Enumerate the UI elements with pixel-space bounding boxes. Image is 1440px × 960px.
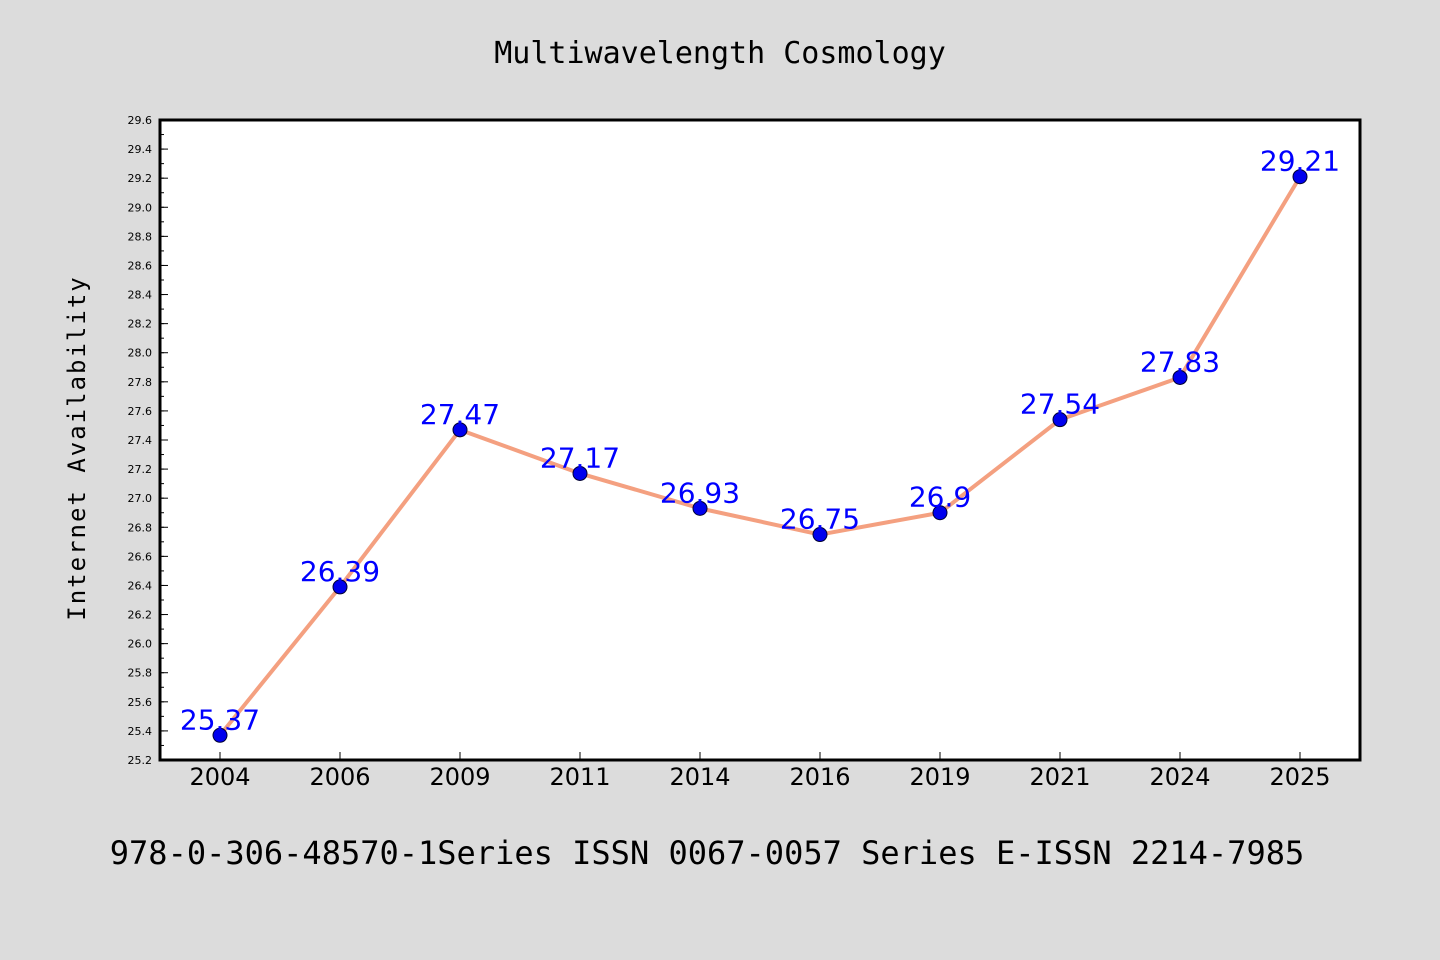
plot-frame — [158, 118, 1362, 762]
y-tick-label: 25.4 — [128, 725, 153, 738]
data-label: 25.37 — [180, 703, 260, 736]
y-tick-label: 27.8 — [128, 376, 153, 389]
data-label-layer: 25.37 26.39 27.47 27.17 26.93 26.75 26.9 27.54 2… — [180, 145, 1340, 737]
data-label: 26.39 — [300, 555, 380, 588]
x-tick-label: 2011 — [549, 763, 610, 791]
y-tick-label: 27.2 — [128, 463, 153, 476]
y-tick-label: 28.0 — [128, 347, 153, 360]
x-axis: 2004 2006 2009 2011 2014 2016 2019 2021 2024 2025 — [189, 752, 1331, 791]
y-tick-label: 26.6 — [128, 550, 153, 563]
x-tick-label: 2004 — [189, 763, 250, 791]
data-label: 27.54 — [1020, 388, 1100, 421]
data-point — [1292, 169, 1308, 185]
y-tick-label: 26.0 — [128, 638, 153, 651]
data-point — [452, 422, 468, 438]
y-tick-label: 28.8 — [128, 230, 153, 243]
x-tick-label: 2016 — [789, 763, 850, 791]
data-label: 26.75 — [780, 503, 860, 536]
y-tick-label: 29.2 — [128, 172, 153, 185]
data-label: 26.9 — [909, 481, 971, 514]
series-line — [218, 174, 1302, 738]
y-tick-label: 26.4 — [128, 579, 153, 592]
y-axis-label: Internet Availability — [63, 275, 91, 620]
y-tick-label: 25.2 — [128, 754, 153, 767]
y-tick-label: 29.4 — [128, 143, 153, 156]
data-point — [212, 727, 228, 743]
y-tick-label: 29.0 — [128, 201, 153, 214]
x-tick-label: 2009 — [429, 763, 490, 791]
data-label: 27.47 — [420, 398, 500, 431]
y-tick-label: 29.6 — [128, 114, 153, 127]
data-label: 27.17 — [540, 441, 620, 474]
y-tick-label: 28.4 — [128, 289, 153, 302]
data-point — [692, 500, 708, 516]
data-point — [332, 579, 348, 595]
data-point — [572, 465, 588, 481]
chart-title: Multiwavelength Cosmology — [494, 36, 946, 71]
x-tick-label: 2006 — [309, 763, 370, 791]
data-label: 29.21 — [1260, 145, 1340, 178]
x-tick-label: 2014 — [669, 763, 730, 791]
x-tick-label: 2025 — [1269, 763, 1330, 791]
x-tick-label: 2019 — [909, 763, 970, 791]
data-label: 26.93 — [660, 476, 740, 509]
series-layer — [212, 169, 1308, 743]
data-point — [1172, 369, 1188, 385]
data-point — [812, 527, 828, 543]
x-tick-label: 2024 — [1149, 763, 1210, 791]
x-tick-label: 2021 — [1029, 763, 1090, 791]
y-tick-label: 25.8 — [128, 667, 153, 680]
data-label: 27.83 — [1140, 345, 1220, 378]
y-tick-label: 27.4 — [128, 434, 153, 447]
y-tick-label: 25.6 — [128, 696, 153, 709]
footer-text: 978-0-306-48570-1Series ISSN 0067-0057 S… — [110, 834, 1304, 872]
data-point — [1052, 412, 1068, 428]
y-tick-label: 28.2 — [128, 318, 153, 331]
plot-area — [160, 120, 1360, 760]
y-tick-label: 26.2 — [128, 609, 153, 622]
y-tick-label: 28.6 — [128, 259, 153, 272]
y-tick-label: 27.0 — [128, 492, 153, 505]
data-point — [932, 505, 948, 521]
y-tick-label: 26.8 — [128, 521, 153, 534]
y-tick-label: 27.6 — [128, 405, 153, 418]
y-axis: 25.2 25.4 25.6 25.8 26.0 26.2 26.4 26.6 26.8 27.0… — [128, 114, 168, 767]
